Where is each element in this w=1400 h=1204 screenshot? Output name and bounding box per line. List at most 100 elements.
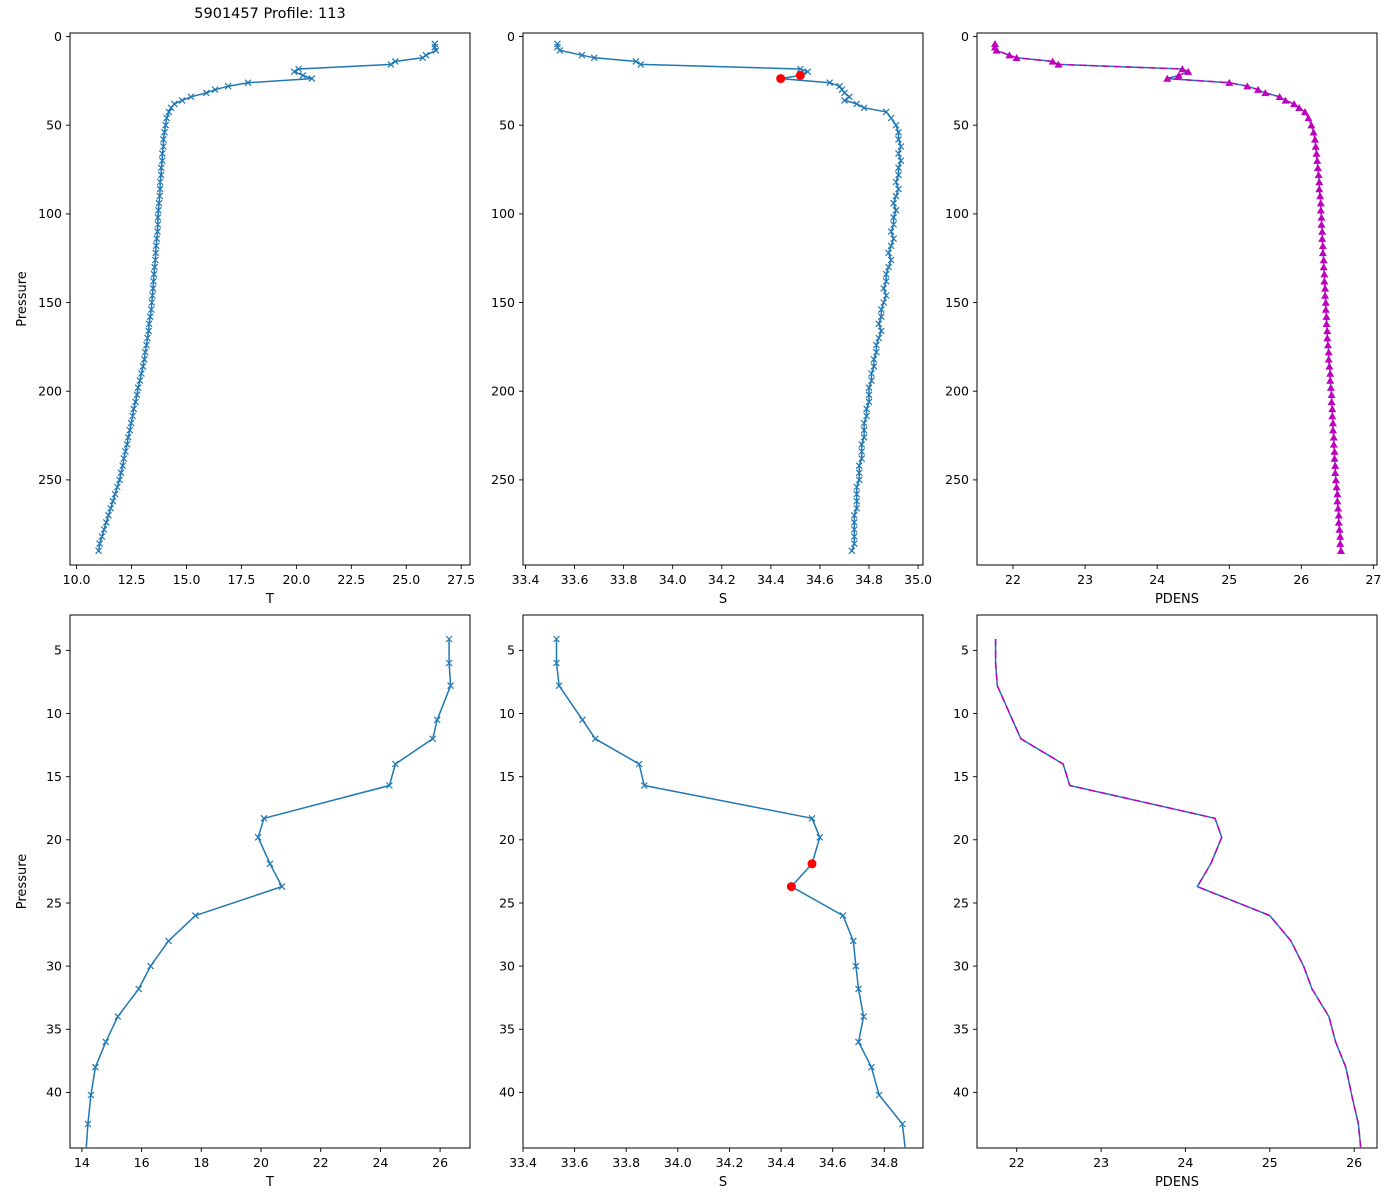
svg-text:100: 100	[491, 206, 515, 221]
svg-text:15: 15	[46, 769, 62, 784]
svg-text:33.6: 33.6	[561, 572, 589, 587]
svg-text:24: 24	[1149, 572, 1165, 587]
svg-text:10: 10	[46, 706, 62, 721]
svg-text:20.0: 20.0	[282, 572, 310, 587]
svg-text:18: 18	[193, 1155, 209, 1170]
svg-text:200: 200	[491, 384, 515, 399]
svg-text:34.8: 34.8	[870, 1155, 898, 1170]
svg-text:100: 100	[38, 206, 62, 221]
svg-text:15: 15	[953, 769, 969, 784]
svg-text:50: 50	[46, 118, 62, 133]
svg-text:20: 20	[499, 832, 515, 847]
subplot-salinity-zoom: 33.4 33.6 33.8 34.0 34.2 34.4 34.6 34.8 5 10 15 20 2…	[499, 614, 924, 1190]
svg-text:250: 250	[945, 472, 969, 487]
svg-text:34.6: 34.6	[819, 1155, 847, 1170]
svg-text:25.0: 25.0	[392, 572, 420, 587]
subplot-temperature-zoom: 14 16 18 20 22 24 26 5 10 15 20 25 30 35 40 T Pressure	[15, 614, 471, 1190]
svg-text:23: 23	[1093, 1155, 1109, 1170]
svg-text:33.6: 33.6	[561, 1155, 589, 1170]
subplot-temperature-full: 10.0 12.5 15.0 17.5 20.0 22.5 25.0 27.5 0 50 100 15…	[15, 29, 475, 607]
svg-text:10.0: 10.0	[63, 572, 91, 587]
svg-text:26: 26	[1346, 1155, 1362, 1170]
svg-text:T: T	[265, 592, 274, 607]
svg-text:5: 5	[507, 643, 515, 658]
svg-text:30: 30	[953, 958, 969, 973]
svg-text:25: 25	[1262, 1155, 1278, 1170]
figure-title: 5901457 Profile: 113	[194, 6, 346, 22]
subplot-pdens-zoom: 22 23 24 25 26 5 10 15 20 25 30 35 40 PDENS	[953, 614, 1378, 1190]
svg-text:17.5: 17.5	[227, 572, 255, 587]
svg-text:24: 24	[372, 1155, 388, 1170]
svg-text:30: 30	[46, 958, 62, 973]
svg-text:40: 40	[953, 1085, 969, 1100]
svg-text:0: 0	[507, 29, 515, 44]
svg-text:50: 50	[953, 118, 969, 133]
svg-text:27: 27	[1365, 572, 1381, 587]
svg-text:5: 5	[961, 643, 969, 658]
svg-text:200: 200	[38, 384, 62, 399]
svg-text:34.8: 34.8	[855, 572, 883, 587]
svg-text:100: 100	[945, 206, 969, 221]
svg-text:S: S	[719, 1175, 727, 1190]
svg-text:33.4: 33.4	[509, 1155, 537, 1170]
svg-text:10: 10	[953, 706, 969, 721]
svg-text:35: 35	[499, 1022, 515, 1037]
svg-text:25: 25	[953, 895, 969, 910]
svg-text:PDENS: PDENS	[1155, 592, 1199, 607]
svg-text:22: 22	[1005, 572, 1021, 587]
svg-text:35: 35	[46, 1022, 62, 1037]
svg-text:15: 15	[499, 769, 515, 784]
svg-text:34.4: 34.4	[767, 1155, 795, 1170]
svg-text:34.0: 34.0	[664, 1155, 692, 1170]
svg-text:150: 150	[945, 295, 969, 310]
svg-text:PDENS: PDENS	[1155, 1175, 1199, 1190]
svg-text:22: 22	[313, 1155, 329, 1170]
svg-text:20: 20	[46, 832, 62, 847]
svg-text:250: 250	[491, 472, 515, 487]
svg-text:27.5: 27.5	[447, 572, 475, 587]
svg-text:35: 35	[953, 1022, 969, 1037]
svg-text:40: 40	[46, 1085, 62, 1100]
svg-text:33.8: 33.8	[612, 1155, 640, 1170]
svg-text:200: 200	[945, 384, 969, 399]
svg-text:250: 250	[38, 472, 62, 487]
svg-text:50: 50	[499, 118, 515, 133]
svg-text:25: 25	[499, 895, 515, 910]
svg-text:22.5: 22.5	[337, 572, 365, 587]
svg-text:23: 23	[1077, 572, 1093, 587]
svg-text:40: 40	[499, 1085, 515, 1100]
svg-text:10: 10	[499, 706, 515, 721]
svg-text:33.8: 33.8	[610, 572, 638, 587]
svg-text:T: T	[265, 1175, 274, 1190]
svg-text:34.6: 34.6	[806, 572, 834, 587]
svg-text:33.4: 33.4	[512, 572, 540, 587]
svg-text:22: 22	[1009, 1155, 1025, 1170]
svg-text:30: 30	[499, 958, 515, 973]
svg-text:26: 26	[432, 1155, 448, 1170]
svg-text:25: 25	[46, 895, 62, 910]
svg-text:14: 14	[74, 1155, 90, 1170]
svg-text:0: 0	[54, 29, 62, 44]
svg-text:34.2: 34.2	[708, 572, 736, 587]
svg-text:16: 16	[134, 1155, 150, 1170]
svg-text:25: 25	[1221, 572, 1237, 587]
svg-text:5: 5	[54, 643, 62, 658]
svg-text:150: 150	[491, 295, 515, 310]
svg-text:12.5: 12.5	[118, 572, 146, 587]
svg-text:S: S	[719, 592, 727, 607]
svg-text:26: 26	[1293, 572, 1309, 587]
svg-text:34.2: 34.2	[716, 1155, 744, 1170]
svg-text:20: 20	[253, 1155, 269, 1170]
svg-text:35.0: 35.0	[904, 572, 932, 587]
svg-text:150: 150	[38, 295, 62, 310]
svg-text:34.4: 34.4	[757, 572, 785, 587]
subplot-salinity-full: 33.4 33.6 33.8 34.0 34.2 34.4 34.6 34.8 35.0 0 50 1…	[491, 29, 932, 607]
svg-text:0: 0	[961, 29, 969, 44]
subplot-pdens-full: 22 23 24 25 26 27 0 50 100 150 200 250 PDENS	[945, 29, 1381, 607]
svg-text:15.0: 15.0	[173, 572, 201, 587]
svg-text:Pressure: Pressure	[15, 854, 30, 910]
svg-text:Pressure: Pressure	[15, 271, 30, 327]
svg-text:20: 20	[953, 832, 969, 847]
